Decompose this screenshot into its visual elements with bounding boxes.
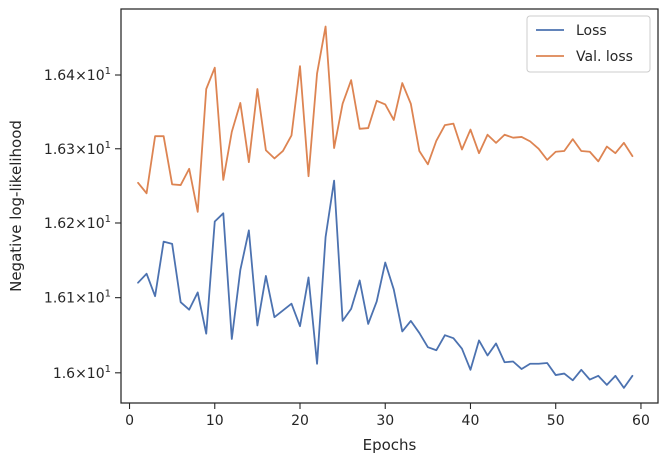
series-line-val-loss xyxy=(137,25,634,213)
y-axis-title: Negative log-likelihood xyxy=(7,120,25,292)
legend-label-val-loss: Val. loss xyxy=(576,49,633,65)
legend-label-loss: Loss xyxy=(576,23,607,39)
y-tick-label: 1.61×101 xyxy=(44,289,111,307)
y-axis: 1.6×101 1.61×101 1.62×101 1.63×101 1.64×101 xyxy=(44,66,121,382)
series-layer xyxy=(137,25,634,389)
plot-area xyxy=(121,9,658,403)
x-tick-label: 40 xyxy=(462,413,480,429)
y-tick-label: 1.62×101 xyxy=(44,214,111,232)
x-axis-title: Epochs xyxy=(363,436,417,454)
x-tick-label: 10 xyxy=(206,413,224,429)
x-axis: 0 10 20 30 40 50 60 xyxy=(125,403,650,429)
y-tick-label: 1.6×101 xyxy=(53,364,111,382)
y-tick-label: 1.64×101 xyxy=(44,66,111,84)
plot-frame xyxy=(120,8,659,404)
x-tick-label: 0 xyxy=(125,413,134,429)
x-tick-label: 30 xyxy=(376,413,394,429)
x-tick-label: 60 xyxy=(632,413,650,429)
y-tick-label: 1.63×101 xyxy=(44,140,111,158)
x-tick-label: 50 xyxy=(547,413,565,429)
series-line-loss xyxy=(137,179,634,389)
x-tick-label: 20 xyxy=(291,413,309,429)
legend: Loss Val. loss xyxy=(526,15,651,73)
